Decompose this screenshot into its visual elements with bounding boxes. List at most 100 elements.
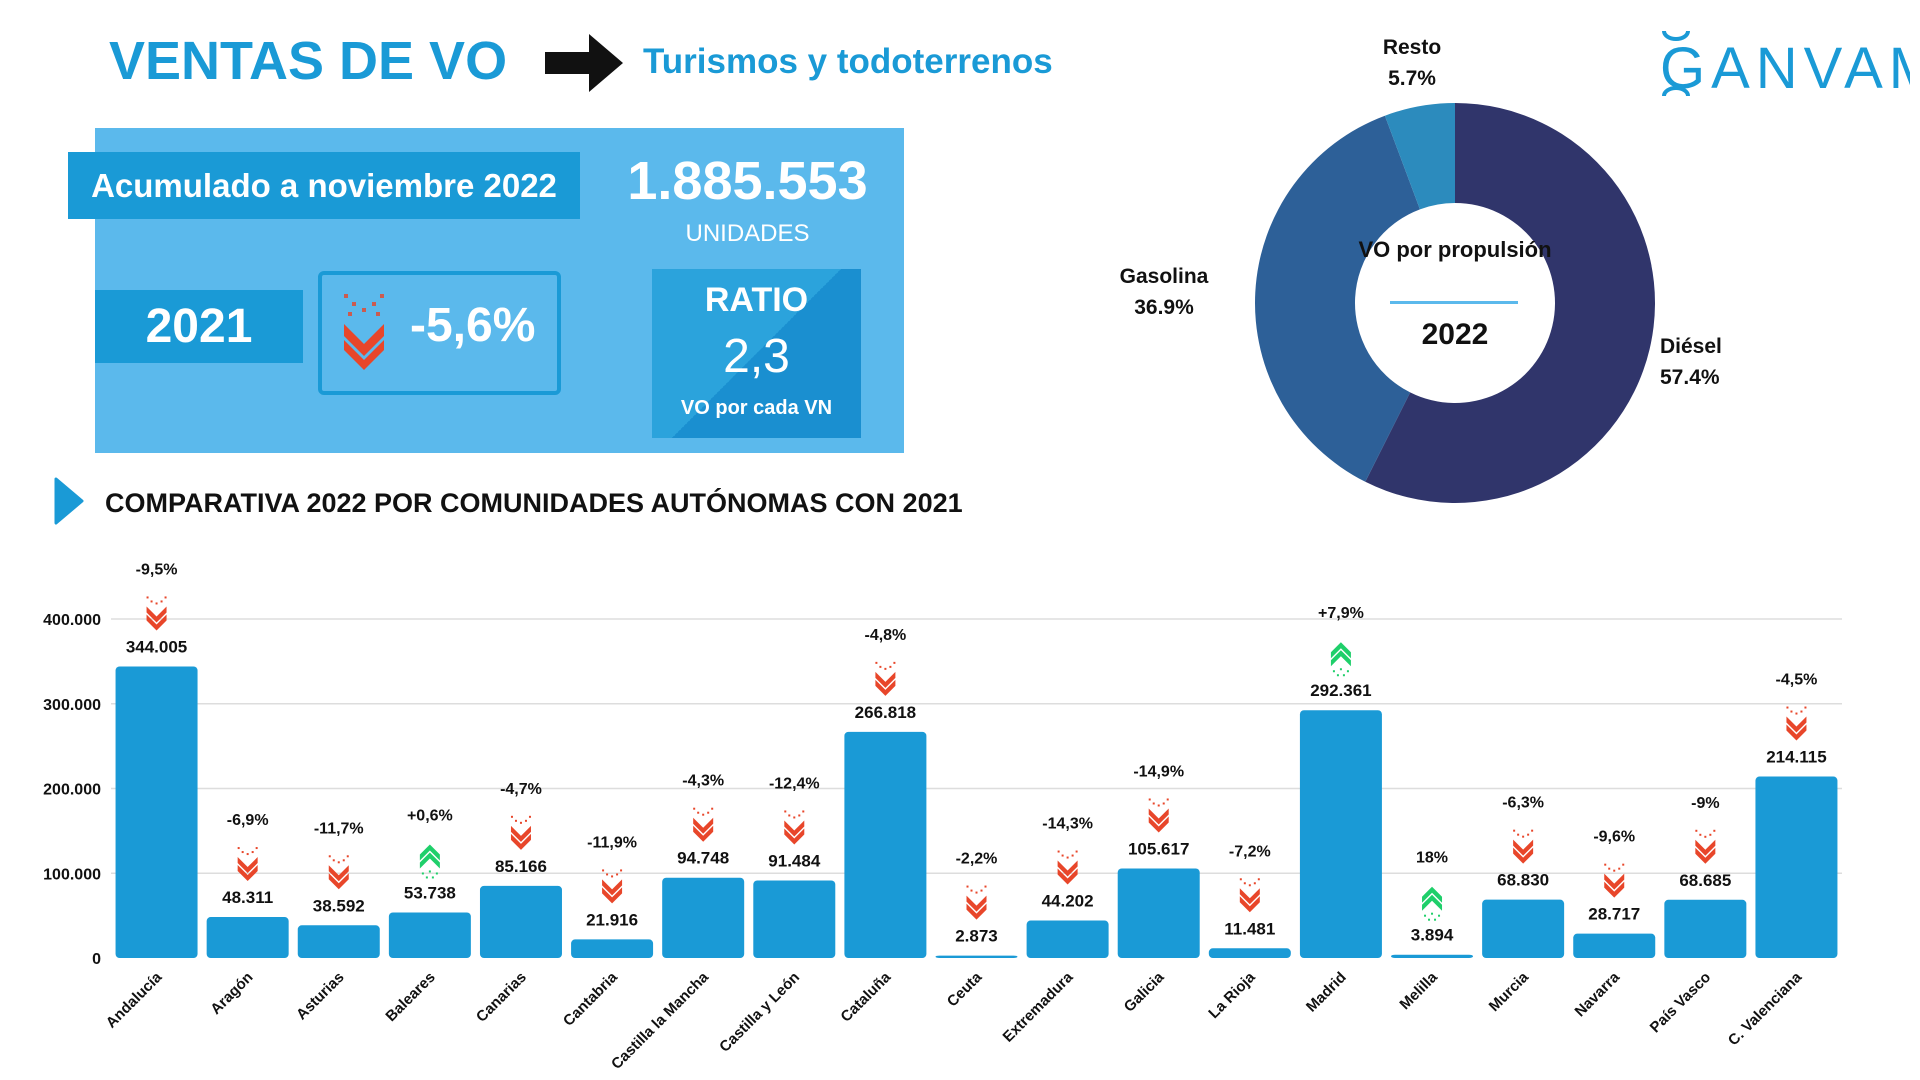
bar-value-label: 68.685 <box>1679 871 1731 890</box>
page-subtitle: Turismos y todoterrenos <box>643 42 1053 81</box>
down-chevrons-icon <box>966 885 987 920</box>
ganvam-logo: GANVAM <box>1660 30 1910 98</box>
variation-box <box>318 271 561 395</box>
bar-value-label: 94.748 <box>677 849 729 868</box>
units-label: UNIDADES <box>685 220 810 247</box>
bar-value-label: 266.818 <box>855 703 916 722</box>
change-label: 18% <box>1416 850 1448 867</box>
x-tick-label: C. Valenciana <box>1725 968 1806 1049</box>
slice-value: 5.7% <box>1388 67 1436 90</box>
bar-12 <box>1208 948 1291 958</box>
change-label: -2,2% <box>956 851 998 868</box>
up-chevrons-icon <box>1422 886 1443 921</box>
down-chevrons-icon <box>1148 798 1169 833</box>
x-tick-label: Extremadura <box>1000 968 1077 1045</box>
bar-5 <box>571 939 654 958</box>
change-label: -4,3% <box>682 773 724 790</box>
bar-value-label: 38.592 <box>313 896 365 915</box>
change-label: -6,9% <box>227 812 269 829</box>
change-label: -11,7% <box>314 820 364 837</box>
down-chevrons-icon <box>510 815 531 850</box>
x-tick-label: Aragón <box>207 969 256 1018</box>
bar-13 <box>1299 710 1382 958</box>
change-label: -7,2% <box>1229 843 1271 860</box>
bar-17 <box>1664 899 1747 958</box>
bar-value-label: 344.005 <box>126 637 187 656</box>
section-arrow-icon <box>54 477 84 525</box>
x-tick-label: País Vasco <box>1647 969 1714 1036</box>
variation-value: -5,6% <box>410 299 536 352</box>
slice-value: 57.4% <box>1660 366 1720 389</box>
compare-year: 2021 <box>95 290 303 363</box>
bar-1 <box>206 917 289 958</box>
y-tick-label: 300.000 <box>43 697 101 714</box>
down-chevrons-icon <box>693 807 714 842</box>
slice-name: Diésel <box>1660 335 1722 358</box>
down-chevrons-icon <box>344 294 384 370</box>
x-tick-label: Navarra <box>1572 968 1624 1020</box>
bar-2 <box>297 925 380 958</box>
change-label: -12,4% <box>769 775 820 792</box>
svg-text:GANVAM: GANVAM <box>1660 36 1910 98</box>
ratio-value: 2,3 <box>723 330 790 383</box>
bar-7 <box>753 880 836 958</box>
donut-center-title: VO por propulsión <box>1358 237 1552 262</box>
change-label: -4,7% <box>500 781 542 798</box>
bar-16 <box>1573 933 1656 958</box>
down-chevrons-icon <box>784 810 805 845</box>
x-tick-label: Baleares <box>382 969 438 1025</box>
change-label: -14,9% <box>1133 763 1184 780</box>
bar-value-label: 3.894 <box>1411 926 1454 945</box>
bar-value-label: 292.361 <box>1310 681 1371 700</box>
ratio-title: RATIO <box>704 281 809 319</box>
x-tick-label: Madrid <box>1303 969 1350 1016</box>
total-units: 1.885.553 <box>627 151 868 211</box>
down-chevrons-icon <box>602 869 623 904</box>
up-chevrons-icon <box>419 844 440 879</box>
ratio-box: RATIO 2,3 VO por cada VN <box>652 269 861 438</box>
down-chevrons-icon <box>1695 829 1716 864</box>
y-tick-label: 100.000 <box>43 866 101 883</box>
bar-value-label: 105.617 <box>1128 839 1189 858</box>
x-tick-label: Andalucía <box>103 968 166 1031</box>
bar-value-label: 28.717 <box>1588 905 1640 924</box>
down-chevrons-icon <box>1057 850 1078 885</box>
page-title: VENTAS DE VO <box>109 31 508 91</box>
down-chevrons-icon <box>1513 829 1534 864</box>
bar-9 <box>935 955 1018 958</box>
pie-label-gasolina: Gasolina 36.9% <box>1104 261 1224 323</box>
down-chevrons-icon <box>146 596 167 631</box>
ratio-subtitle: VO por cada VN <box>680 397 833 419</box>
y-tick-label: 0 <box>92 951 101 968</box>
bar-value-label: 85.166 <box>495 857 547 876</box>
bar-10 <box>1026 920 1109 958</box>
x-tick-label: Cataluña <box>837 968 894 1025</box>
pie-label-diesel: Diésel 57.4% <box>1660 331 1730 393</box>
propulsion-donut-chart <box>1255 103 1655 504</box>
slice-value: 36.9% <box>1134 296 1194 319</box>
change-label: -9,6% <box>1593 829 1635 846</box>
change-label: -4,5% <box>1776 672 1818 689</box>
donut-center-year: 2022 <box>1421 318 1489 351</box>
pie-label-resto: Resto 5.7% <box>1362 32 1462 94</box>
bar-value-label: 2.873 <box>955 927 998 946</box>
down-chevrons-icon <box>328 855 349 890</box>
bar-value-label: 91.484 <box>768 851 821 870</box>
bar-value-label: 48.311 <box>222 888 273 907</box>
change-label: -4,8% <box>864 627 906 644</box>
bar-6 <box>662 877 745 958</box>
y-tick-label: 200.000 <box>43 782 101 799</box>
x-tick-label: La Rioja <box>1205 968 1259 1022</box>
bar-value-label: 214.115 <box>1766 748 1827 767</box>
x-tick-label: Melilla <box>1396 968 1441 1013</box>
donut-slice-resto <box>1384 103 1455 210</box>
change-label: -14,3% <box>1042 816 1093 833</box>
x-tick-label: Castilla la Mancha <box>608 968 712 1072</box>
change-label: -9,5% <box>136 561 178 578</box>
bar-value-label: 68.830 <box>1497 871 1549 890</box>
bar-15 <box>1482 899 1565 958</box>
x-tick-label: Castilla y León <box>716 969 803 1056</box>
down-chevrons-icon <box>237 847 258 882</box>
slice-name: Gasolina <box>1119 265 1209 288</box>
bar-value-label: 44.202 <box>1042 892 1094 911</box>
